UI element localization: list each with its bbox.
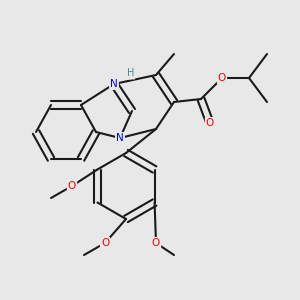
Text: O: O (152, 238, 160, 248)
Text: N: N (116, 133, 124, 143)
Text: O: O (206, 118, 214, 128)
Text: H: H (127, 68, 134, 79)
Text: N: N (110, 79, 118, 89)
Text: O: O (101, 238, 109, 248)
Text: O: O (218, 73, 226, 83)
Text: O: O (68, 181, 76, 191)
